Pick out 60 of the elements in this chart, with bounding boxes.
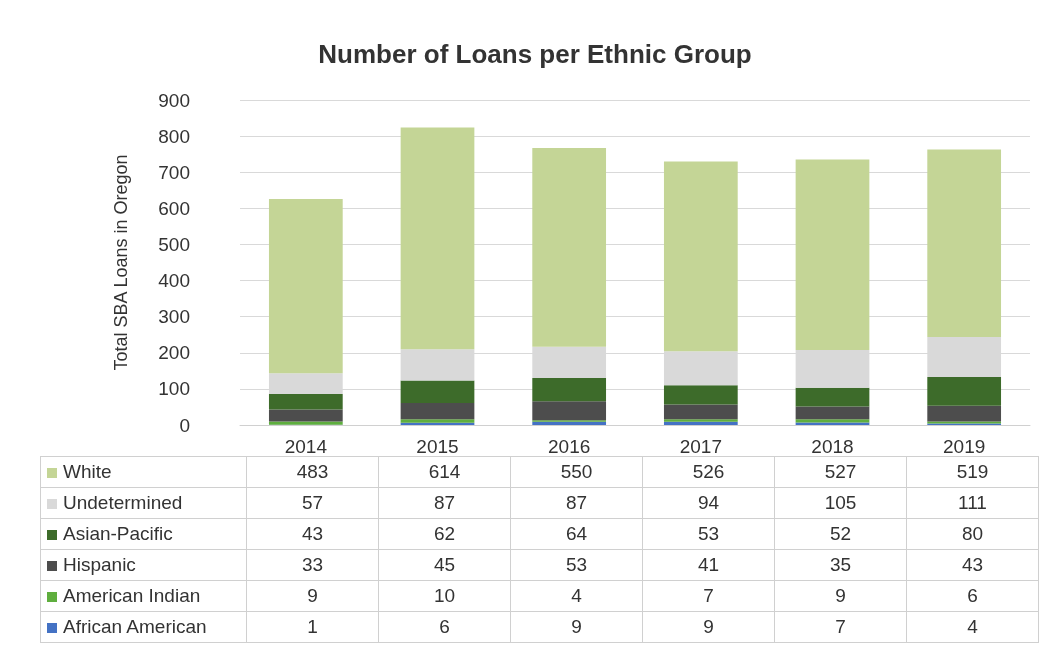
x-tick-label: 2018: [811, 436, 854, 457]
y-tick-label: 200: [158, 342, 190, 364]
data-label: 6: [906, 580, 1039, 612]
data-label: 9: [246, 580, 379, 612]
y-tick-label: 0: [179, 414, 190, 436]
data-label: 4: [510, 580, 643, 612]
data-label: 527: [774, 456, 907, 488]
legend-label: Undetermined: [40, 487, 247, 519]
data-label: 6: [378, 611, 511, 643]
data-label: 45: [378, 549, 511, 581]
data-label: 526: [642, 456, 775, 488]
data-label: 43: [906, 549, 1039, 581]
data-label: 9: [642, 611, 775, 643]
x-tick-label: 2014: [284, 436, 328, 457]
data-label: 483: [246, 456, 379, 488]
data-label: 87: [510, 487, 643, 519]
data-label: 52: [774, 518, 907, 550]
x-tick-label: 2019: [943, 436, 986, 457]
y-tick-label: 400: [158, 270, 190, 292]
data-label: 94: [642, 487, 775, 519]
y-tick-label: 100: [158, 378, 190, 400]
data-label: 62: [378, 518, 511, 550]
y-tick-label: 600: [158, 197, 190, 219]
data-label: 7: [642, 580, 775, 612]
data-label: 519: [906, 456, 1039, 488]
legend-label: Asian-Pacific: [40, 518, 247, 550]
y-tick-label: 500: [158, 233, 190, 255]
x-tick-label: 2016: [548, 436, 591, 457]
chart-title: Number of Loans per Ethnic Group: [318, 39, 752, 69]
data-label: 7: [774, 611, 907, 643]
data-label: 550: [510, 456, 643, 488]
legend-label: Hispanic: [40, 549, 247, 581]
data-label: 33: [246, 549, 379, 581]
data-label: 105: [774, 487, 907, 519]
data-label: 10: [378, 580, 511, 612]
y-axis-title: Total SBA Loans in Oregon: [111, 154, 131, 371]
data-label: 111: [906, 487, 1039, 519]
data-label: 87: [378, 487, 511, 519]
legend-label: African American: [40, 611, 247, 643]
x-tick-label: 2017: [679, 436, 722, 457]
data-label: 1: [246, 611, 379, 643]
data-label: 53: [510, 549, 643, 581]
y-tick-label: 900: [158, 89, 190, 111]
data-label: 4: [906, 611, 1039, 643]
legend-label: White: [40, 456, 247, 488]
x-tick-label: 2015: [416, 436, 459, 457]
data-label: 9: [774, 580, 907, 612]
data-label: 57: [246, 487, 379, 519]
y-tick-label: 800: [158, 125, 190, 147]
data-label: 80: [906, 518, 1039, 550]
data-label: 614: [378, 456, 511, 488]
data-label: 64: [510, 518, 643, 550]
data-label: 41: [642, 549, 775, 581]
y-tick-label: 300: [158, 306, 190, 328]
data-label: 53: [642, 518, 775, 550]
data-label: 43: [246, 518, 379, 550]
legend-label: American Indian: [40, 580, 247, 612]
data-label: 9: [510, 611, 643, 643]
data-label: 35: [774, 549, 907, 581]
y-tick-label: 700: [158, 161, 190, 183]
